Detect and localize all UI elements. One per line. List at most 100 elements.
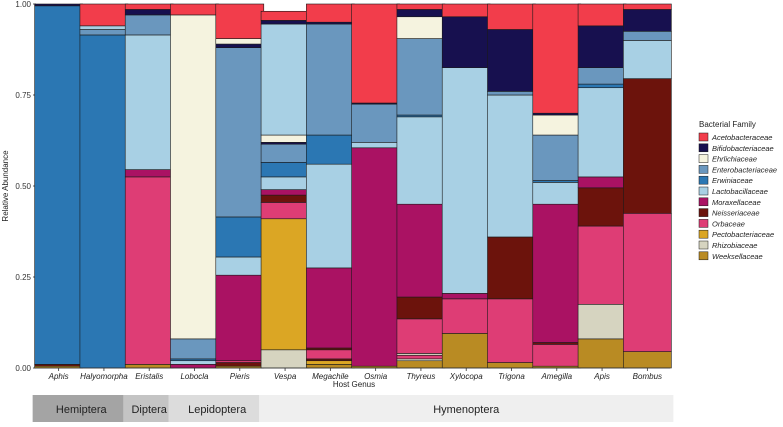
x-tick-label: Pieris: [230, 372, 250, 381]
segment-lactobacillaceae: [260, 176, 310, 190]
x-axis: Aphis Halyomorpha Eristalis Lobocla Pieris Ve…: [36, 367, 670, 381]
segment-moraxellaceae: [351, 147, 400, 367]
segment-acetobacteraceae: [306, 3, 355, 23]
bar-eristalis: [124, 3, 174, 369]
x-tick-label: Aphis: [48, 372, 69, 381]
bar-halyomorpha: [79, 3, 129, 369]
y-tick-label: 0.75: [15, 91, 31, 100]
legend-swatch: [698, 143, 709, 153]
segment-acetobacteraceae: [577, 3, 627, 27]
segment-erwiniaceae: [215, 216, 265, 258]
segment-neisseriaceae: [577, 187, 627, 227]
legend-swatch: [698, 251, 709, 261]
legend-swatch: [698, 197, 709, 207]
segment-acetobacteraceae: [441, 3, 491, 18]
segment-moraxellaceae: [260, 189, 310, 196]
x-tick-label: Trigona: [498, 372, 525, 381]
segment-lactobacillaceae: [487, 94, 536, 238]
segment-lactobacillaceae: [351, 142, 400, 149]
order-hemiptera: Hemiptera: [32, 395, 130, 422]
segment-orbaceae: [396, 354, 446, 360]
segment-acetobacteraceae: [215, 3, 265, 39]
segment-erwiniaceae: [306, 134, 355, 165]
legend-item-rhizobiaceae: Rhizobiaceae: [698, 240, 757, 250]
segment-enterobacteriaceae: [260, 143, 310, 163]
bar-aphis: [34, 3, 83, 369]
segment-weeksellaceae: [441, 333, 491, 369]
order-band: [32, 395, 130, 422]
order-hymenoptera: Hymenoptera: [259, 395, 674, 422]
segment-weeksellaceae: [623, 351, 672, 369]
segment-pectobacteriaceae: [260, 218, 310, 351]
legend-item-neisseriaceae: Neisseriaceae: [698, 208, 760, 218]
segment-enterobacteriaceae: [170, 338, 219, 360]
legend-swatch: [698, 208, 709, 217]
segment-weeksellaceae: [306, 364, 355, 369]
x-axis-title: Host Genus: [333, 380, 375, 389]
legend-label: Ehrlichiaceae: [712, 155, 757, 164]
y-axis-title: Relative Abundance: [1, 150, 10, 222]
segment-neisseriaceae: [215, 362, 265, 367]
order-band: [168, 395, 266, 422]
bars: [34, 3, 672, 369]
segment-bifidobacteriaceae: [396, 9, 446, 18]
legend-label: Pectobacteriaceae: [712, 230, 774, 239]
bar-trigona: [487, 3, 536, 369]
segment-lactobacillaceae: [306, 163, 355, 269]
segment-orbaceae: [306, 349, 355, 360]
segment-moraxellaceae: [306, 267, 355, 349]
segment-lactobacillaceae: [79, 25, 129, 30]
segment-lactobacillaceae: [532, 182, 582, 205]
legend-label: Enterobacteriaceae: [712, 165, 777, 174]
segment-weeksellaceae: [396, 360, 446, 369]
segment-bifidobacteriaceae: [34, 3, 83, 7]
bar-amegilla: [532, 3, 582, 369]
segment-moraxellaceae: [170, 364, 219, 369]
segment-neisseriaceae: [396, 296, 446, 320]
bar-vespa: [260, 10, 310, 369]
segment-erwiniaceae: [577, 83, 627, 89]
legend-item-lactobacillaceae: Lactobacillaceae: [698, 186, 768, 196]
segment-ehrlichiaceae: [215, 38, 265, 45]
segment-enterobacteriaceae: [306, 23, 355, 136]
segment-acetobacteraceae: [532, 3, 582, 114]
order-band: [259, 395, 674, 422]
segment-bifidobacteriaceae: [623, 9, 672, 32]
legend-item-moraxellaceae: Moraxellaceae: [698, 197, 761, 207]
x-tick-label: Halyomorpha: [80, 372, 128, 381]
legend-label: Orbaceae: [712, 219, 745, 228]
legend-label: Erwiniaceae: [712, 176, 753, 185]
bar-osmia: [351, 3, 400, 369]
y-axis: 0.00 0.25 0.50 0.75 1.00: [15, 0, 37, 373]
bar-bombus: [623, 3, 672, 369]
legend-label: Neisseriaceae: [712, 209, 760, 218]
segment-enterobacteriaceae: [623, 30, 672, 41]
legend-label: Weeksellaceae: [712, 252, 763, 261]
segment-orbaceae: [124, 176, 174, 365]
segment-orbaceae: [623, 213, 672, 352]
segment-moraxellaceae: [532, 203, 582, 343]
segment-bifidobacteriaceae: [260, 20, 310, 25]
legend-item-erwiniaceae: Erwiniaceae: [698, 175, 753, 185]
bar-lobocla: [170, 3, 219, 369]
order-band: [123, 395, 176, 422]
x-tick-label: Bombus: [633, 372, 662, 381]
segment-moraxellaceae: [215, 274, 265, 362]
x-tick-label: Lobocla: [180, 372, 209, 381]
bar-apis: [577, 3, 627, 369]
segment-rhizobiaceae: [577, 303, 627, 340]
segment-lactobacillaceae: [577, 87, 627, 178]
segment-bifidobacteriaceae: [215, 43, 265, 48]
segment-orbaceae: [396, 318, 446, 354]
segment-bifidobacteriaceae: [577, 25, 627, 69]
segment-bifidobacteriaceae: [487, 29, 536, 92]
segment-acetobacteraceae: [396, 3, 446, 10]
bar-megachile: [306, 3, 355, 369]
segment-enterobacteriaceae: [79, 29, 129, 36]
legend-item-ehrlichiaceae: Ehrlichiaceae: [698, 154, 757, 164]
segment-ehrlichiaceae: [396, 16, 446, 39]
segment-orbaceae: [577, 225, 627, 305]
y-tick-label: 0.00: [15, 364, 31, 373]
legend-swatch: [698, 165, 709, 174]
